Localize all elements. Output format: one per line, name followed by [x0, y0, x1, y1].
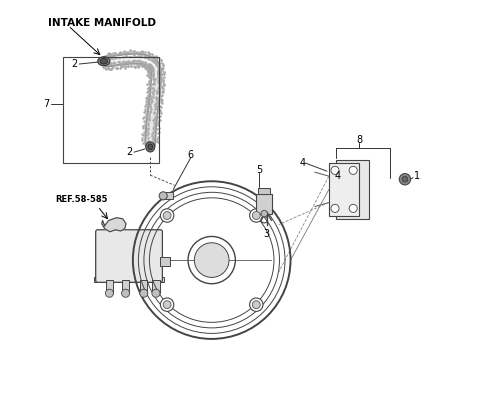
Circle shape	[194, 243, 229, 278]
Ellipse shape	[98, 57, 110, 66]
Bar	[160, 257, 170, 266]
Bar	[336, 160, 369, 219]
Circle shape	[261, 210, 267, 217]
Bar	[122, 280, 129, 293]
Ellipse shape	[100, 58, 108, 64]
Polygon shape	[102, 218, 126, 232]
Text: 4: 4	[335, 171, 341, 181]
Circle shape	[106, 289, 113, 297]
Bar	[106, 280, 113, 293]
Circle shape	[121, 289, 130, 297]
Text: 5: 5	[256, 165, 263, 175]
Circle shape	[160, 298, 174, 311]
Circle shape	[252, 301, 260, 309]
Ellipse shape	[146, 142, 155, 152]
Text: 8: 8	[356, 135, 362, 144]
Circle shape	[250, 298, 263, 311]
Bar	[329, 163, 359, 216]
Text: 7: 7	[43, 99, 49, 109]
Circle shape	[159, 192, 167, 200]
Text: 6: 6	[188, 150, 194, 160]
Bar	[258, 188, 270, 194]
Circle shape	[140, 289, 148, 297]
Bar	[163, 192, 173, 199]
Circle shape	[163, 301, 171, 309]
Circle shape	[163, 212, 171, 219]
Circle shape	[349, 166, 357, 174]
Circle shape	[402, 176, 408, 182]
Bar	[63, 57, 159, 163]
Bar	[256, 194, 272, 214]
Text: 2: 2	[127, 147, 133, 157]
Bar	[140, 280, 147, 293]
Text: 4: 4	[300, 158, 306, 168]
Circle shape	[399, 174, 410, 185]
Circle shape	[252, 212, 260, 219]
Bar	[152, 280, 159, 293]
FancyBboxPatch shape	[96, 230, 162, 282]
Text: INTAKE MANIFOLD: INTAKE MANIFOLD	[48, 18, 156, 28]
Text: REF.58-585: REF.58-585	[55, 195, 108, 204]
Text: 1: 1	[414, 171, 420, 181]
Circle shape	[152, 289, 160, 297]
Circle shape	[160, 209, 174, 222]
Circle shape	[349, 204, 357, 212]
Text: 3: 3	[263, 229, 269, 239]
Bar	[94, 278, 165, 282]
Circle shape	[250, 209, 263, 222]
Circle shape	[331, 166, 339, 174]
Circle shape	[331, 204, 339, 212]
Ellipse shape	[148, 144, 153, 150]
Text: 2: 2	[71, 59, 77, 69]
